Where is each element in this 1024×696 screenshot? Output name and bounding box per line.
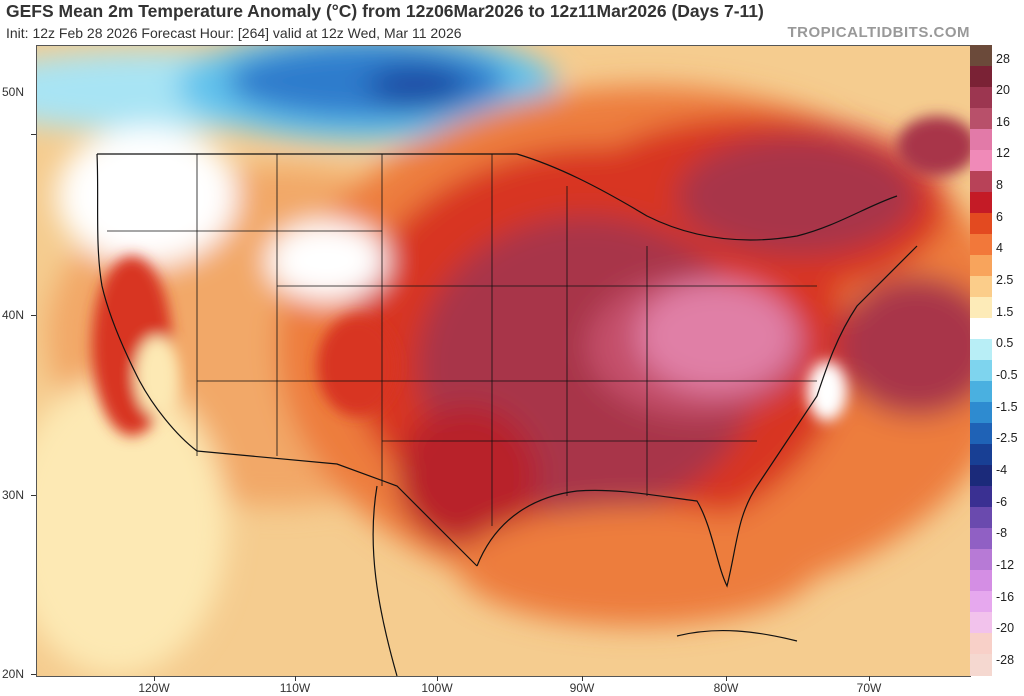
- colorbar-label: 6: [996, 210, 1003, 224]
- map-subtitle: Init: 12z Feb 28 2026 Forecast Hour: [26…: [6, 25, 462, 41]
- maritimes-crimson: [897, 116, 970, 176]
- colorbar-swatch: [970, 150, 992, 172]
- cuba-coastline: [676, 629, 798, 642]
- mexico-coast: [372, 485, 398, 676]
- colorbar-swatch: [970, 549, 992, 571]
- ohio-valley-pink: [637, 281, 797, 391]
- colorbar-swatch: [970, 276, 992, 298]
- lat-label-20n: 20N: [2, 667, 25, 681]
- atlantic-crimson: [837, 276, 970, 416]
- lon-label-90w: 90W: [569, 681, 595, 695]
- chesapeake-neutral: [807, 361, 847, 421]
- colorbar-swatch: [970, 108, 992, 130]
- colorbar-swatch: [970, 255, 992, 277]
- colorbar-swatch: [970, 612, 992, 634]
- great-lakes-border: [516, 153, 898, 241]
- anomaly-details: [92, 116, 970, 436]
- colorbar-swatch: [970, 192, 992, 214]
- colorbar-label: -12: [996, 558, 1015, 572]
- lon-tick: [582, 676, 583, 681]
- colorbar-swatch: [970, 444, 992, 466]
- colorbar-label: 12: [996, 146, 1010, 160]
- colorbar-swatch: [970, 528, 992, 550]
- colorbar-swatch: [970, 402, 992, 424]
- map-title: GEFS Mean 2m Temperature Anomaly (°C) fr…: [6, 1, 764, 21]
- colorbar-label: 0.5: [996, 336, 1014, 350]
- colorbar-swatch: [970, 129, 992, 151]
- gulf-warm-field: [457, 506, 817, 626]
- gulf-atlantic-coastline: [476, 245, 918, 588]
- lon-tick: [869, 676, 870, 681]
- colorbar-swatch: [970, 633, 992, 655]
- colorbar-swatch: [970, 570, 992, 592]
- colorbar-label: -4: [996, 463, 1008, 477]
- lat-tick: [31, 315, 36, 316]
- colorbar-label: 1.5: [996, 305, 1014, 319]
- colorbar-swatch: [970, 171, 992, 193]
- anomaly-map: [36, 45, 971, 677]
- northwest-neutral: [57, 126, 237, 266]
- colorbar-swatch: [970, 318, 992, 340]
- colorbar-swatch: [970, 591, 992, 613]
- lon-label-80w: 80W: [713, 681, 739, 695]
- colorbar-swatch: [970, 45, 992, 67]
- colorbar-swatch: [970, 339, 992, 361]
- colorbar-swatch: [970, 234, 992, 256]
- wyoming-neutral: [267, 221, 387, 301]
- west-coastline: [96, 153, 198, 452]
- colorbar-label: 8: [996, 178, 1003, 192]
- colorbar-label: 20: [996, 83, 1010, 97]
- lon-label-70w: 70W: [856, 681, 882, 695]
- colorbar-label: -1.5: [996, 400, 1018, 414]
- colorbar-swatch: [970, 507, 992, 529]
- colorbar-label: -28: [996, 653, 1015, 667]
- lon-label-110w: 110W: [279, 681, 311, 695]
- quebec-crimson: [677, 136, 917, 256]
- source-credit[interactable]: TROPICALTIDBITS.COM: [787, 24, 970, 41]
- boundary-lines: [96, 153, 918, 676]
- colorbar-swatch: [970, 297, 992, 319]
- colorbar-swatch: [970, 486, 992, 508]
- colorbar-swatch: [970, 213, 992, 235]
- four-corners-warm: [317, 316, 397, 416]
- cold-max: [367, 64, 467, 108]
- colorbar-label: 2.5: [996, 273, 1014, 287]
- pacific-pale-field: [37, 376, 227, 676]
- lon-label-100w: 100W: [421, 681, 453, 695]
- colorbar-swatch: [970, 654, 992, 676]
- colorbar-label: 16: [996, 115, 1010, 129]
- state-lines: [107, 154, 817, 526]
- map-canvas: [37, 46, 970, 676]
- colorbar: 28 20 16 12 8 6 4 2.5 1.5 0.5 -0.5 -1.5 …: [970, 45, 1024, 676]
- lon-tick: [154, 676, 155, 681]
- lon-tick: [437, 676, 438, 681]
- colorbar-swatch: [970, 423, 992, 445]
- colorbar-swatch: [970, 381, 992, 403]
- central-valley-pale: [135, 336, 179, 416]
- colorbar-label: -0.5: [996, 368, 1018, 382]
- colorbar-label: -16: [996, 590, 1015, 604]
- lon-label-120w: 120W: [138, 681, 170, 695]
- lat-tick: [31, 674, 36, 675]
- colorbar-swatch: [970, 360, 992, 382]
- lat-tick: [31, 134, 36, 135]
- colorbar-swatch: [970, 87, 992, 109]
- colorbar-label: -6: [996, 495, 1008, 509]
- lat-label-50n: 50N: [2, 85, 25, 99]
- colorbar-label: -8: [996, 526, 1008, 540]
- us-mexico-border: [196, 450, 478, 567]
- lat-label-30n: 30N: [2, 488, 25, 502]
- lon-tick: [726, 676, 727, 681]
- lat-tick: [31, 495, 36, 496]
- colorbar-label: -20: [996, 621, 1015, 635]
- lat-label-40n: 40N: [2, 308, 25, 322]
- colorbar-label: 4: [996, 241, 1003, 255]
- colorbar-swatch: [970, 66, 992, 88]
- lon-tick: [295, 676, 296, 681]
- colorbar-label: -2.5: [996, 431, 1018, 445]
- colorbar-label: 28: [996, 52, 1010, 66]
- colorbar-swatch: [970, 465, 992, 487]
